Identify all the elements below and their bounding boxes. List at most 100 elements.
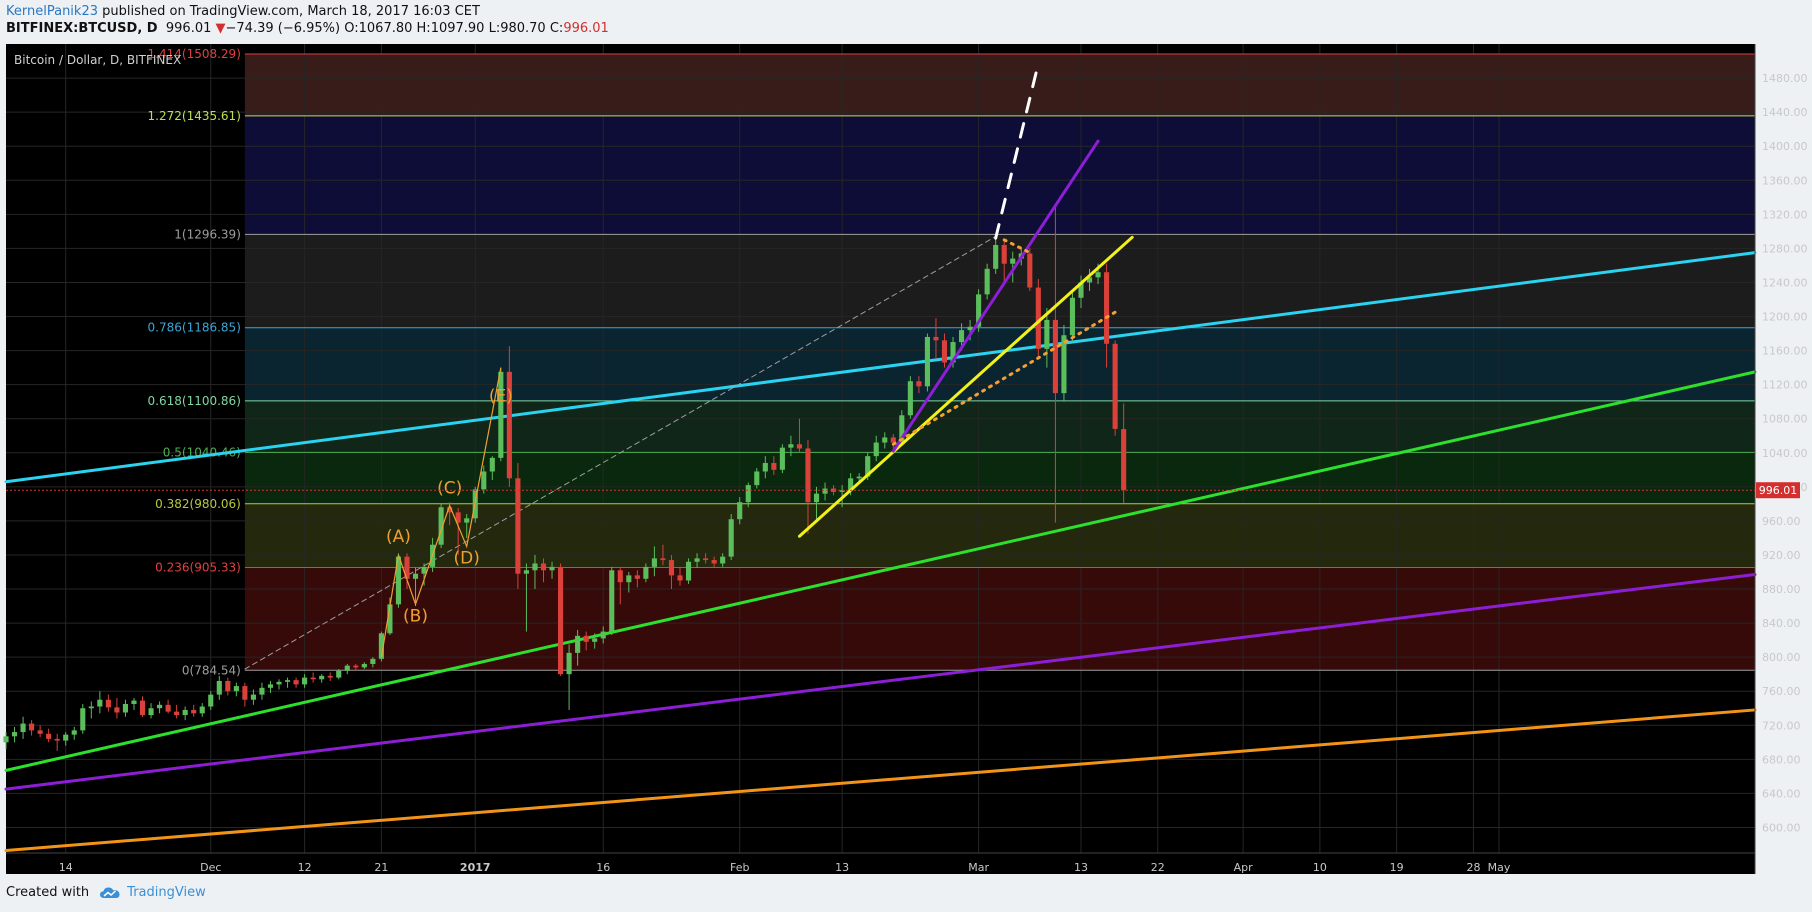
x-tick-label: 22 <box>1151 861 1165 874</box>
y-tick-label: 800.00 <box>1762 651 1801 664</box>
x-tick-label: Feb <box>730 861 749 874</box>
candle-body <box>643 566 649 579</box>
candle-body <box>941 340 948 363</box>
candle-body <box>694 558 700 562</box>
candle-body <box>1052 319 1058 394</box>
candle-body <box>37 730 43 734</box>
candle-body <box>1112 343 1118 429</box>
candle-body <box>174 711 180 716</box>
x-tick-label: 10 <box>1313 861 1327 874</box>
open-value: 1067.80 <box>358 21 413 36</box>
candle-body <box>455 512 461 523</box>
time-axis[interactable]: 14 Dec 12 21 2017 16 Feb 13 Mar 13 22 Apr 10 19 28 May <box>59 861 1511 874</box>
trend-line-white-dashed <box>994 62 1040 240</box>
candle-body <box>302 677 308 685</box>
tradingview-link[interactable]: TradingView <box>99 885 206 900</box>
candle-body <box>395 556 402 605</box>
candle-body <box>319 675 325 680</box>
x-tick-label: 13 <box>835 861 849 874</box>
candle-body <box>515 478 521 574</box>
x-tick-label: Dec <box>200 861 221 874</box>
low-value: 980.70 <box>500 21 546 36</box>
candle-body <box>1095 272 1101 278</box>
candle-body <box>157 704 163 709</box>
candle-body <box>813 493 820 503</box>
x-tick-label: 12 <box>298 861 312 874</box>
candle-body <box>310 677 316 680</box>
x-tick-label: 21 <box>374 861 388 874</box>
fib-label: 0(784.54) <box>182 663 241 677</box>
fib-label: 0.786(1186.85) <box>148 321 241 335</box>
candle-body <box>899 415 905 443</box>
y-tick-label: 1080.00 <box>1762 413 1808 426</box>
candle-body <box>216 680 222 695</box>
candle-body <box>361 663 367 668</box>
candle-body <box>63 734 69 741</box>
x-tick-label: Mar <box>968 861 989 874</box>
candle-body <box>566 652 572 675</box>
trend-line-purple-steep <box>891 139 1100 453</box>
y-tick-label: 640.00 <box>1762 787 1801 800</box>
fib-fills <box>244 53 1755 671</box>
price-axis[interactable]: 600.00 640.00 680.00 720.00 760.00 800.00 840.… <box>1762 72 1808 834</box>
candle-body <box>225 680 231 692</box>
fib-zone <box>244 567 1755 671</box>
tradingview-brand: TradingView <box>127 885 206 900</box>
candle-body <box>139 700 146 716</box>
candle-body <box>336 670 342 678</box>
candle-body <box>1069 297 1076 336</box>
candle-body <box>762 462 768 472</box>
y-tick-label: 1160.00 <box>1762 345 1808 358</box>
candle-body <box>865 456 871 477</box>
candle-body <box>199 706 205 714</box>
trend-line-orange-dotted-top <box>1002 238 1032 255</box>
candle-body <box>882 437 888 443</box>
candle-body <box>831 488 837 492</box>
y-tick-label: 1480.00 <box>1762 72 1808 85</box>
y-tick-label: 1280.00 <box>1762 242 1808 255</box>
y-tick-label: 840.00 <box>1762 617 1801 630</box>
candle-body <box>950 342 956 363</box>
candle-body <box>276 681 282 685</box>
author-link[interactable]: KernelPanik23 <box>6 4 98 19</box>
high-value: 1097.90 <box>430 21 485 36</box>
candle-body <box>20 723 26 733</box>
fib-zone <box>244 452 1755 504</box>
open-label: O: <box>344 21 359 36</box>
candle-body <box>788 444 794 448</box>
candle-body <box>88 706 94 709</box>
y-tick-label: 1360.00 <box>1762 174 1808 187</box>
candle-body <box>967 326 973 331</box>
fib-zone <box>244 115 1755 235</box>
x-tick-label: 13 <box>1074 861 1088 874</box>
candle-body <box>481 471 487 490</box>
x-tick-label: 19 <box>1390 861 1404 874</box>
candle-body <box>1121 429 1127 491</box>
candles <box>3 205 1127 751</box>
candle-body <box>208 694 214 707</box>
candle-body <box>668 560 675 576</box>
wave-label: (E) <box>489 387 513 407</box>
candle-body <box>498 371 504 458</box>
candle-body <box>387 604 393 634</box>
candle-body <box>907 381 913 416</box>
candle-body <box>1078 282 1084 298</box>
candle-body <box>754 471 760 486</box>
candle-body <box>421 566 427 574</box>
tradingview-cloud-icon <box>100 887 120 898</box>
candle-body <box>370 658 376 664</box>
candle-body <box>327 675 333 678</box>
candle-body <box>148 708 154 716</box>
fib-zone <box>244 234 1755 328</box>
candle-body <box>540 563 547 571</box>
trend-line-green <box>4 370 1757 772</box>
last-price-tag: 996.01 <box>6 482 1800 499</box>
last-price-box <box>1756 482 1800 499</box>
close-value: 996.01 <box>563 21 609 36</box>
candle-body <box>250 694 256 700</box>
candle-body <box>165 704 171 712</box>
candle-body <box>617 570 623 583</box>
candle-body <box>1044 319 1050 349</box>
